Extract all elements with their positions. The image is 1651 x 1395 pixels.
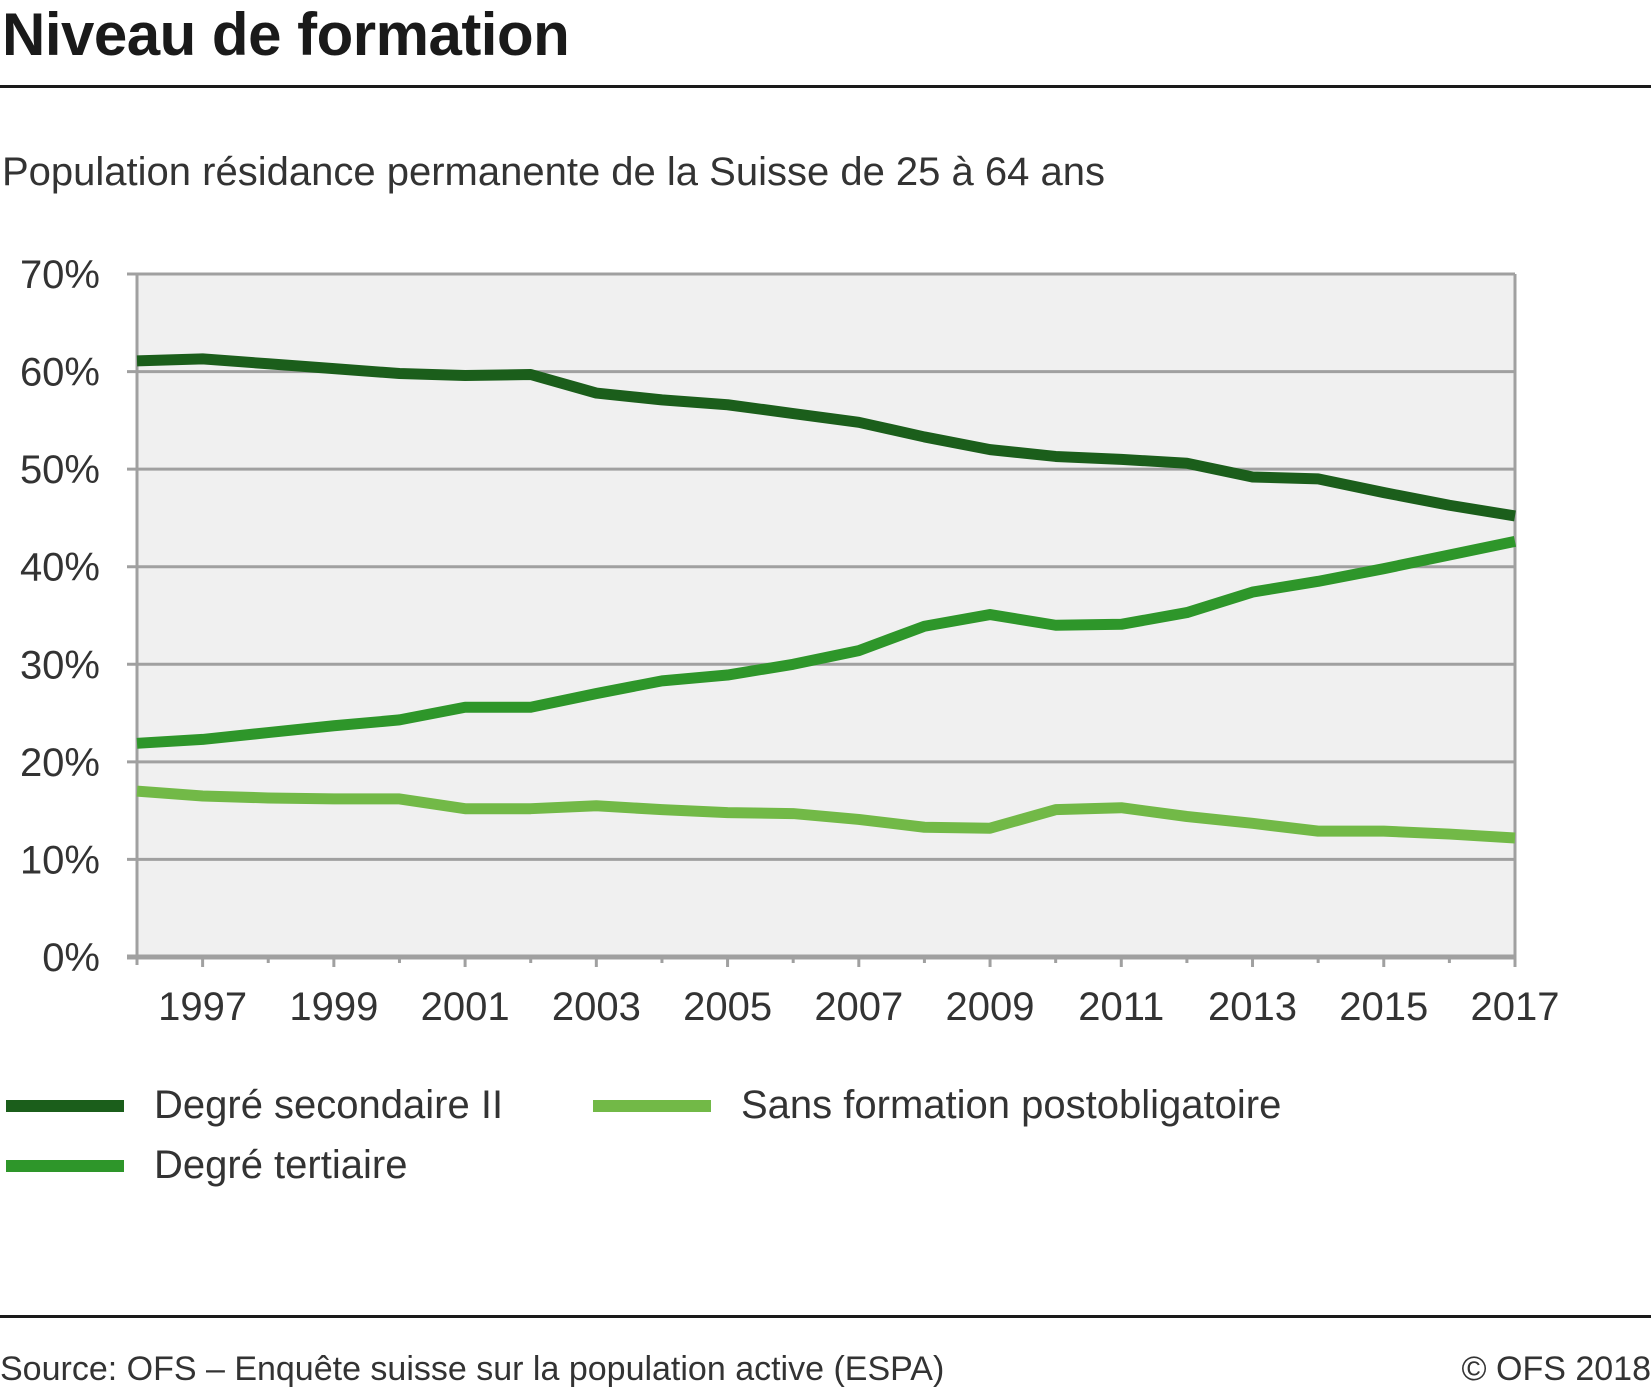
x-tick-label: 2003 bbox=[552, 985, 641, 1029]
legend-item-tertiaire: Degré tertiaire bbox=[6, 1143, 407, 1188]
x-tick-label: 2015 bbox=[1339, 985, 1428, 1029]
x-tick-label: 2013 bbox=[1208, 985, 1297, 1029]
x-tick-label: 2005 bbox=[683, 985, 772, 1029]
y-tick-label: 60% bbox=[20, 351, 100, 395]
legend-label-tertiaire: Degré tertiaire bbox=[154, 1143, 408, 1187]
series-line-degre-secondaire-ii bbox=[136, 353, 1516, 522]
y-tick-label: 40% bbox=[20, 546, 100, 590]
title-divider bbox=[0, 85, 1651, 88]
source-note: Source: OFS – Enquête suisse sur la popu… bbox=[0, 1350, 945, 1388]
x-tick-label: 2001 bbox=[421, 985, 510, 1029]
line-chart: 0% 10% 20% 30% 40% 50% 60% 70% 1997 1999 2001 2003… bbox=[20, 253, 1560, 1029]
legend-label-sans-formation: Sans formation postobligatoire bbox=[741, 1083, 1282, 1127]
chart-title: Niveau de formation bbox=[2, 1, 570, 68]
footer-divider bbox=[0, 1315, 1651, 1318]
x-tick-label: 1999 bbox=[289, 985, 378, 1029]
y-tick-label: 70% bbox=[20, 253, 100, 297]
legend-item-sans-formation: Sans formation postobligatoire bbox=[593, 1083, 1281, 1128]
legend-swatch-tertiaire bbox=[6, 1159, 124, 1172]
legend-swatch-sans-formation bbox=[593, 1099, 711, 1112]
legend-item-secondaire: Degré secondaire II bbox=[6, 1083, 503, 1128]
x-tick-label: 2011 bbox=[1078, 985, 1164, 1029]
y-tick-label: 10% bbox=[20, 838, 100, 882]
chart-subtitle: Population résidance permanente de la Su… bbox=[2, 150, 1105, 194]
y-tick-label: 20% bbox=[20, 741, 100, 785]
legend-swatch-secondaire bbox=[6, 1099, 124, 1112]
y-tick-label: 50% bbox=[20, 448, 100, 492]
x-tick-label: 1997 bbox=[158, 985, 247, 1029]
x-tick-label: 2009 bbox=[946, 985, 1035, 1029]
plot-area bbox=[137, 274, 1515, 957]
x-tick-label: 2007 bbox=[814, 985, 903, 1029]
series-line-sans-formation-postobligatoire bbox=[136, 785, 1516, 844]
legend-label-secondaire: Degré secondaire II bbox=[154, 1083, 504, 1127]
series-line-degre-tertiaire bbox=[136, 535, 1517, 749]
y-tick-label: 0% bbox=[42, 936, 100, 980]
x-tick-label: 2017 bbox=[1471, 985, 1560, 1029]
y-tick-label: 30% bbox=[20, 643, 100, 687]
copyright-note: © OFS 2018 bbox=[1461, 1350, 1651, 1388]
